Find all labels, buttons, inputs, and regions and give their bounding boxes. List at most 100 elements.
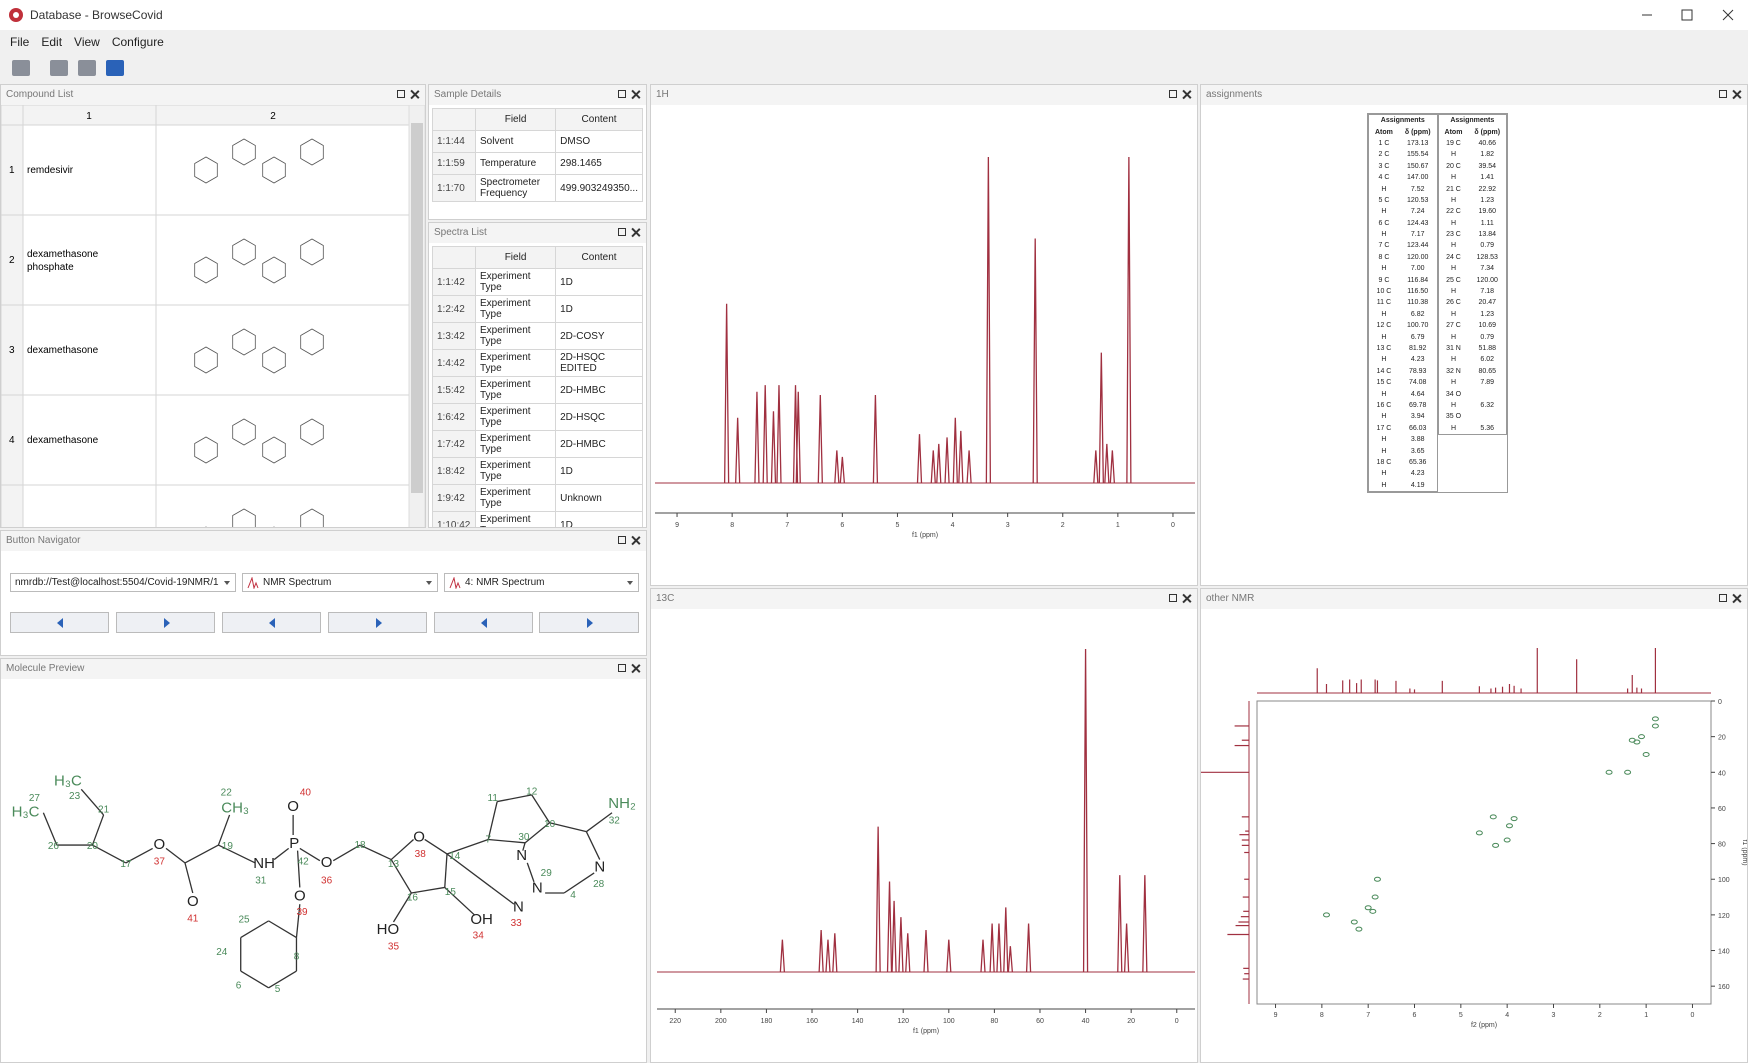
tool-button[interactable] (50, 60, 68, 76)
assignment-row: 24 C 128.53 (1438, 252, 1507, 263)
assignment-cell: 35 O (1445, 413, 1462, 421)
assignment-cell: 23 C (1446, 231, 1461, 239)
ring (300, 328, 324, 356)
compound-table: 1 2 1 remdesivir 2 dexamethasone phosphate 3 dex… (1, 104, 425, 527)
assignment-row: H 1.23 (1438, 309, 1507, 320)
x-tick-label: 4 (1505, 1012, 1509, 1019)
assignment-cell: 8 C (1378, 253, 1390, 261)
row-header: 1:7:42 (432, 430, 476, 458)
table-row[interactable]: 1:7:42 Experiment Type 2D-HMBC (432, 430, 643, 458)
bond (390, 859, 412, 894)
cell: 2D-HSQC EDITED (555, 349, 643, 377)
row-header: 1:6:42 (432, 403, 476, 431)
table-row[interactable]: 1:5:42 Experiment Type 2D-HMBC (432, 376, 643, 404)
assignment-cell: 20.47 (1478, 299, 1496, 307)
peak (779, 939, 786, 973)
menu-item[interactable]: File (10, 35, 30, 49)
cell: 2D-HMBC (555, 430, 643, 458)
cross-peak (1350, 919, 1358, 925)
assignment-cell: H (1450, 219, 1456, 227)
assignment-row: H 7.89 (1438, 377, 1507, 388)
menu-item[interactable]: View (74, 35, 100, 49)
table-row[interactable]: 1:1:42 Experiment Type 1D (432, 268, 643, 296)
atom-label: HO (377, 921, 400, 938)
assignment-cell: 3.94 (1410, 413, 1425, 421)
assignment-row: 26 C 20.47 (1438, 297, 1507, 308)
database-select[interactable]: nmrdb://Test@localhost:5504/Covid-19NMR/… (10, 573, 236, 592)
cross-peak (1503, 837, 1511, 843)
peak (1104, 443, 1110, 484)
cell: 2D-COSY (555, 322, 643, 350)
assignment-cell: 120.53 (1407, 196, 1429, 204)
table-row[interactable]: 1:2:42 Experiment Type 1D (432, 295, 643, 323)
panel-header: Molecule Preview (1, 659, 646, 679)
assignment-cell: 7.00 (1410, 265, 1425, 273)
table-row[interactable]: 1:1:44 Solvent DMSO (432, 130, 643, 153)
bond (273, 847, 290, 861)
bond (240, 970, 269, 989)
atom-number: 30 (518, 832, 530, 843)
cell: Spectrometer Frequency (474, 174, 557, 202)
cross-peak (1638, 734, 1646, 740)
spectrum-select[interactable]: NMR Spectrum (242, 573, 438, 592)
bond (125, 847, 153, 864)
table-row[interactable]: 1:1:70 Spectrometer Frequency 499.90324935… (432, 174, 643, 202)
ring (194, 436, 218, 464)
table-row[interactable]: 1:3:42 Experiment Type 2D-COSY (432, 322, 643, 350)
menu-item[interactable]: Configure (111, 35, 164, 49)
table-row[interactable]: 1:4:42 Experiment Type 2D-HSQC EDITED (432, 349, 643, 377)
x-axis-label: f1 (ppm) (912, 532, 938, 539)
atom-label: CH₃ (221, 799, 249, 816)
menu-item[interactable]: Edit (41, 35, 63, 49)
assignment-row: H 7.17 (1369, 229, 1438, 240)
cell: 1D (555, 295, 643, 323)
x-tick-label: 7 (1366, 1012, 1370, 1019)
atom-number: 28 (593, 879, 605, 890)
peak (832, 933, 838, 973)
assignment-cell: 74.08 (1408, 379, 1427, 387)
peak (825, 939, 831, 973)
next-button[interactable] (328, 612, 427, 633)
cross-peak (1605, 769, 1613, 775)
ring (232, 328, 256, 356)
row-header: 1:1:44 (432, 130, 476, 153)
panel-title: 1H (656, 89, 669, 100)
next-button[interactable] (539, 612, 639, 633)
table-row[interactable]: 1:8:42 Experiment Type 1D (432, 457, 643, 485)
bond (491, 886, 515, 905)
compound-name: dexamethasone phosphate (27, 249, 99, 273)
tool-button[interactable] (78, 60, 96, 76)
cell: 1D (555, 268, 643, 296)
spectrum-select[interactable]: 4: NMR Spectrum (444, 573, 639, 592)
prev-button[interactable] (434, 612, 533, 633)
header-row: Atom δ (ppm) (1438, 126, 1507, 137)
table-row[interactable]: 1:6:42 Experiment Type 2D-HSQC (432, 403, 643, 431)
assignment-cell: 155.54 (1407, 151, 1429, 159)
table-row[interactable]: 1:9:42 Experiment Type Unknown (432, 484, 643, 512)
bond (295, 904, 301, 938)
assignment-cell: H (1450, 356, 1456, 364)
assignment-cell: 0.79 (1480, 242, 1495, 250)
peak (966, 450, 972, 484)
x-tick-label: 6 (840, 522, 844, 529)
sample-details-table: Field Content 1:1:44 Solvent DMSO 1:1:59 Tempe… (432, 108, 643, 202)
assignment-cell: 7.24 (1410, 208, 1425, 216)
atom-number: 26 (48, 841, 60, 852)
atom-label: O (413, 828, 425, 845)
assignment-row: 1 C 173.13 (1369, 138, 1438, 149)
next-button[interactable] (116, 612, 215, 633)
table-row[interactable]: 1:1:59 Temperature 298.1465 (432, 152, 643, 175)
tool-button[interactable] (106, 60, 124, 76)
ring (194, 156, 218, 184)
prev-button[interactable] (222, 612, 321, 633)
assignment-cell: H (1381, 413, 1387, 421)
atom-number: 40 (300, 788, 312, 799)
window-controls[interactable] (1620, 6, 1748, 24)
ring (300, 418, 324, 446)
tool-button[interactable] (12, 60, 30, 76)
cell: Experiment Type (474, 511, 557, 527)
prev-button[interactable] (10, 612, 109, 633)
assignment-cell: 1.82 (1480, 151, 1495, 159)
assignment-cell: 1.11 (1480, 219, 1494, 227)
